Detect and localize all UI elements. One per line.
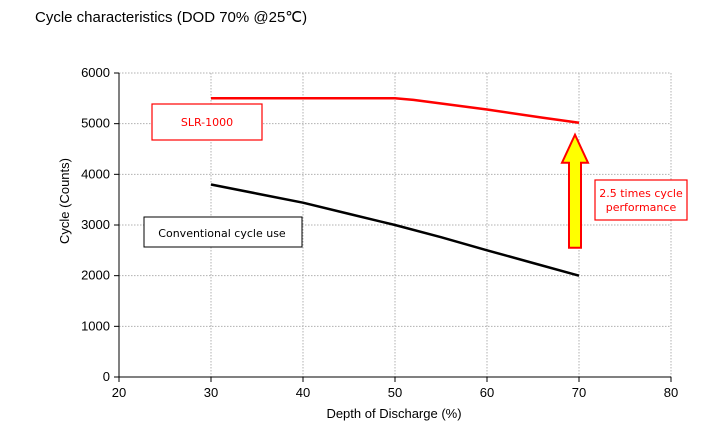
conventional-line — [210, 183, 580, 277]
page-title: Cycle characteristics (DOD 70% @25℃) — [35, 9, 308, 26]
x-tick-label: 50 — [388, 385, 402, 400]
y-tick-label: 3000 — [81, 217, 110, 232]
x-tick-label: 70 — [572, 385, 586, 400]
annotation-line1: 2.5 times cycle — [599, 187, 683, 200]
slr-1000-line — [211, 97, 580, 124]
conventional-label-text: Conventional cycle use — [158, 227, 286, 240]
x-tick-label: 80 — [664, 385, 678, 400]
y-tick-label: 5000 — [81, 116, 110, 131]
y-tick-label: 6000 — [81, 65, 110, 80]
annotation-line2: performance — [606, 201, 677, 214]
y-tick-label: 1000 — [81, 318, 110, 333]
axes — [114, 72, 672, 382]
improvement-arrow — [560, 132, 590, 249]
x-axis-title: Depth of Discharge (%) — [326, 406, 461, 421]
annotation-box: 2.5 times cycle performance — [594, 179, 688, 221]
conventional-label-box: Conventional cycle use — [143, 216, 303, 248]
up-arrow — [560, 132, 590, 249]
x-tick-label: 40 — [296, 385, 310, 400]
y-axis-title: Cycle (Counts) — [57, 158, 72, 244]
x-tick-label: 60 — [480, 385, 494, 400]
y-tick-label: 0 — [103, 369, 110, 384]
x-tick-label: 30 — [204, 385, 218, 400]
slr-label-text: SLR-1000 — [181, 116, 233, 129]
tick-labels: 0 1000 2000 3000 4000 5000 6000 20 30 40 50 60 70 80 — [81, 65, 678, 400]
x-tick-label: 20 — [112, 385, 126, 400]
series-lines — [210, 97, 580, 277]
y-tick-label: 4000 — [81, 166, 110, 181]
slr-label-box: SLR-1000 — [151, 103, 263, 141]
y-tick-label: 2000 — [81, 268, 110, 283]
